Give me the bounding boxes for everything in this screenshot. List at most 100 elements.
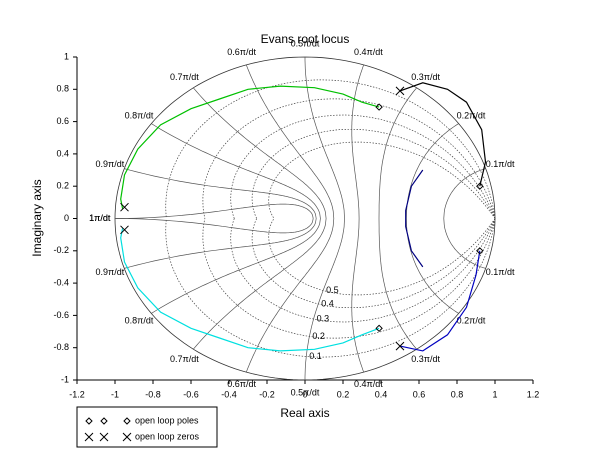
x-tick-label: 0.2 [337, 389, 350, 399]
frequency-label: 0.2π/dt [457, 315, 486, 325]
frequency-label: 0.4π/dt [354, 379, 383, 389]
y-tick-label: 1 [64, 51, 69, 61]
y-tick-label: -0.2 [53, 245, 69, 255]
frequency-line [115, 203, 314, 219]
locus-branch [399, 82, 487, 187]
zero-marker [395, 86, 405, 96]
frequency-line [151, 123, 321, 219]
frequency-label: 0.9π/dt [95, 159, 124, 169]
frequency-label: 0.5π/dt [291, 387, 320, 397]
y-axis-label: Imaginary axis [30, 179, 44, 256]
frequency-label: 0.7π/dt [170, 72, 199, 82]
y-tick-label: 0.6 [56, 116, 69, 126]
frequency-line [406, 123, 459, 219]
x-tick-label: 1.2 [527, 389, 540, 399]
frequency-label: 0.5π/dt [291, 38, 320, 48]
legend-label: open loop zeros [135, 431, 200, 441]
frequency-line [351, 64, 365, 219]
damping-label: 0.5 [326, 285, 339, 295]
damping-label: 0.1 [309, 351, 322, 361]
damping-line [251, 128, 496, 219]
frequency-line [245, 218, 335, 373]
frequency-line [443, 168, 486, 219]
legend-pole-symbol [100, 417, 108, 425]
frequency-line [378, 218, 417, 350]
legend-pole-symbol [123, 417, 131, 425]
y-tick-label: 0.2 [56, 181, 69, 191]
x-tick-label: -0.2 [259, 389, 275, 399]
pole-marker [375, 103, 383, 111]
damping-label: 0.4 [321, 298, 334, 308]
pole-marker [375, 324, 383, 333]
legend-zero-symbol [99, 432, 109, 442]
frequency-line [378, 87, 417, 219]
locus-branch [120, 85, 380, 209]
x-tick-label: -1.2 [69, 389, 85, 399]
frequency-line [245, 64, 335, 219]
frequency-line [193, 218, 327, 350]
y-tick-label: -0.6 [53, 310, 69, 320]
legend-zero-symbol [84, 432, 94, 442]
frequency-label: 0.8π/dt [125, 315, 154, 325]
x-tick-label: -0.6 [183, 389, 199, 399]
frequency-line [124, 218, 317, 269]
frequency-line [193, 87, 327, 219]
damping-label: 0.3 [317, 313, 330, 323]
y-tick-label: -0.4 [53, 277, 69, 287]
frequency-line [151, 218, 321, 314]
y-tick-label: 0.8 [56, 84, 69, 94]
frequency-line [304, 57, 345, 219]
locus-branch [405, 169, 424, 268]
frequency-label: 0.6π/dt [227, 379, 256, 389]
pole-marker [476, 247, 484, 255]
y-tick-label: 0.4 [56, 148, 69, 158]
frequency-line [351, 218, 365, 373]
frequency-label: 0.3π/dt [411, 72, 440, 82]
x-tick-label: -1 [111, 389, 119, 399]
x-axis-label: Real axis [280, 406, 329, 420]
zero-marker [120, 202, 129, 212]
damping-line [165, 218, 496, 358]
damping-line [251, 218, 496, 309]
legend-pole-symbol [85, 417, 93, 425]
locus-branch [399, 250, 481, 352]
x-tick-label: 0 [302, 389, 307, 399]
frequency-line [304, 218, 345, 380]
x-tick-label: 0.6 [413, 389, 426, 399]
frequency-label: 0.6π/dt [227, 47, 256, 57]
frequency-label: 0.1π/dt [486, 159, 515, 169]
damping-line [230, 218, 496, 323]
x-tick-label: 0.4 [375, 389, 388, 399]
y-tick-label: -0.8 [53, 342, 69, 352]
frequency-label: 0.9π/dt [95, 267, 124, 277]
unit-circle [114, 56, 496, 381]
frequency-line [443, 218, 486, 269]
x-tick-label: -0.4 [221, 389, 237, 399]
frequency-line [124, 168, 317, 219]
frequency-label: 0.8π/dt [125, 110, 154, 120]
frequency-label: 0.7π/dt [170, 354, 199, 364]
frequency-label: 1π/dt [89, 213, 111, 223]
damping-line [202, 218, 496, 339]
chart-title: Evans root locus [261, 32, 350, 46]
legend-box [76, 406, 218, 448]
frequency-label: 1π/dt [89, 213, 111, 223]
x-tick-label: -0.8 [145, 389, 161, 399]
x-tick-label: 0.8 [451, 389, 464, 399]
zero-marker [120, 225, 129, 235]
locus-branch [120, 228, 380, 352]
damping-line [202, 98, 496, 219]
frequency-line [115, 218, 314, 234]
damping-line [230, 114, 496, 219]
frequency-label: 0.1π/dt [486, 267, 515, 277]
pole-marker [476, 182, 484, 190]
y-tick-label: 0 [64, 213, 69, 223]
legend-zero-symbol [122, 432, 132, 442]
legend-label: open loop poles [135, 415, 199, 425]
zero-marker [395, 341, 405, 351]
frequency-line [406, 218, 459, 314]
damping-line [165, 79, 496, 219]
y-tick-label: -1 [61, 374, 69, 384]
damping-label: 0.2 [312, 331, 325, 341]
